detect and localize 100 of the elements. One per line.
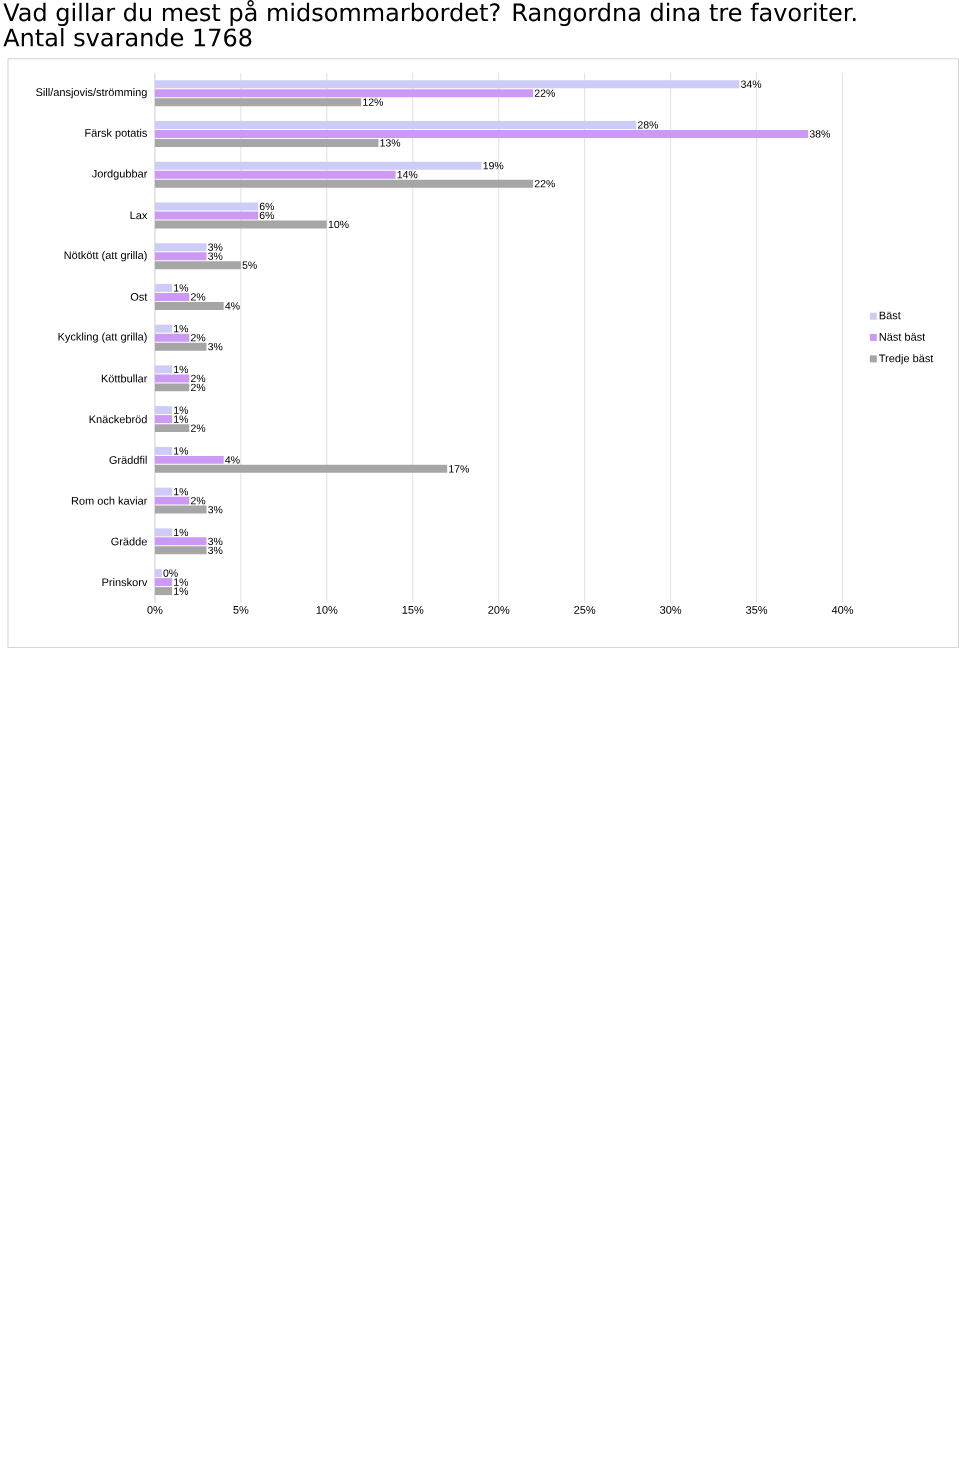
data-label: 12% [362,98,383,106]
data-label: 2% [190,333,206,342]
bar [154,415,172,424]
chart-subtitle: Antal svarande 1768 [3,28,252,47]
data-label: 14% [397,170,418,179]
bar [154,537,207,546]
data-label: 6% [259,202,274,211]
data-label: 1% [173,587,188,595]
x-tick-label: 40% [831,606,853,614]
data-label: 34% [740,80,761,88]
data-label: 1% [173,578,188,586]
bar [154,243,207,252]
data-label: 2% [190,424,206,432]
y-tick-label: Prinskorv [102,578,148,587]
bar [154,546,207,555]
data-label: 1% [173,365,188,374]
bar [154,138,379,147]
bar [154,365,172,374]
bar [154,374,190,383]
bar [154,587,172,596]
bar [154,333,190,342]
legend-label: Tredje bäst [878,354,934,365]
bar [154,528,172,537]
bar [154,455,224,464]
x-tick-label: 5% [233,606,249,614]
bar [154,324,172,333]
y-tick-label: Lax [130,211,148,220]
data-label: 3% [207,243,223,251]
bar [154,301,224,310]
data-label: 17% [448,465,469,473]
y-tick-label: Nötkött (att grilla) [64,251,147,262]
bar [154,252,207,261]
bar [154,129,808,138]
y-tick-label: Färsk potatis [85,128,147,140]
bar [154,464,447,473]
bar [154,446,172,455]
data-label: 1% [173,415,188,423]
x-tick-label: 0% [147,606,163,614]
legend-label: Bäst [879,311,901,320]
legend-label: Näst bäst [879,332,925,341]
data-label: 6% [259,211,274,220]
y-tick-label: Rom och kaviar [71,496,147,505]
data-label: 28% [637,121,658,129]
data-label: 22% [534,179,555,188]
data-label: 1% [173,528,188,537]
data-label: 2% [190,293,206,301]
data-label: 4% [224,302,240,310]
bar [154,406,172,415]
data-label: 10% [328,220,349,229]
bar [154,170,396,179]
bar [154,261,241,270]
bar [154,211,258,220]
y-tick-label: Gräddfil [109,455,147,464]
data-label: 2% [190,496,206,505]
data-label: 2% [190,383,206,392]
data-label: 2% [190,374,206,383]
y-tick-label: Sill/ansjovis/strömming [35,88,147,99]
data-label: 19% [483,161,504,170]
data-label: 4% [224,456,240,464]
data-label: 1% [173,406,188,414]
bar [154,505,207,514]
bar [154,283,172,292]
x-tick-label: 15% [402,606,424,614]
data-label: 3% [207,342,223,351]
x-tick-label: 30% [659,606,681,614]
data-label: 3% [207,537,223,546]
bar [154,220,327,229]
bar [154,578,172,587]
data-label: 3% [207,546,223,555]
bar [154,80,740,89]
data-label: 3% [207,252,223,260]
bar [154,161,482,170]
y-tick-label: Jordgubbar [91,169,147,180]
bar [154,342,207,351]
bar [154,292,190,301]
data-label: 3% [207,505,223,514]
data-label: 1% [173,447,188,455]
data-label: 1% [173,487,188,496]
data-label: 0% [163,569,178,577]
bar [154,120,637,129]
data-label: 22% [534,89,555,97]
x-tick-label: 35% [745,606,767,614]
bar [154,89,533,98]
bar [154,424,190,433]
y-tick-label: Kyckling (att grilla) [58,332,147,343]
data-label: 1% [173,324,188,333]
data-label: 38% [809,130,830,138]
data-label: 1% [173,284,188,292]
bar [154,202,258,211]
x-tick-label: 20% [488,606,510,614]
y-tick-label: Grädde [111,537,147,546]
y-tick-label: Ost [130,293,148,301]
y-tick-label: Knäckebröd [89,415,147,424]
x-tick-label: 10% [316,606,338,614]
bar [154,569,162,578]
bar [154,383,190,392]
bar [154,98,361,107]
bar [154,496,190,505]
bar [154,487,172,496]
chart-title: Vad gillar du mest på midsommarbordet? Rangordna dina tre favoriter. [3,0,856,27]
